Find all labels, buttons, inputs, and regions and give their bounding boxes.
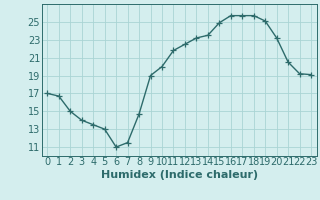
X-axis label: Humidex (Indice chaleur): Humidex (Indice chaleur) <box>100 170 258 180</box>
